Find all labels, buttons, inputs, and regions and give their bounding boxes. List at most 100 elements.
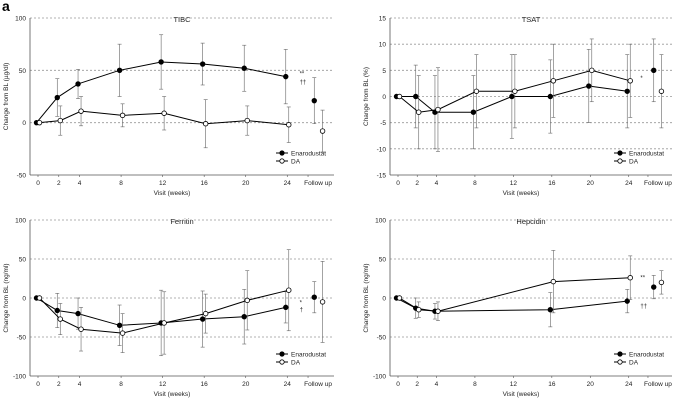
data-point [550,278,557,285]
y-tick-label: -50 [17,335,27,342]
data-point [78,108,84,114]
significance-mark: † [300,308,303,314]
data-point [589,67,595,74]
y-tick-label: 100 [15,16,26,23]
legend-marker [279,150,285,156]
x-tick-label: 16 [548,381,556,388]
data-point [161,320,167,326]
legend-marker [617,359,623,365]
x-tick-label: 12 [159,381,167,388]
data-point [413,93,419,100]
data-point [416,109,422,115]
x-axis-label: Visit (weeks) [503,190,540,197]
series-line [399,277,631,312]
followup-point [651,67,657,74]
y-tick-label: 10 [379,42,387,49]
x-tick-label: 8 [119,381,123,388]
x-tick-label: 20 [242,180,250,187]
legend-label: Enarodustat [629,351,664,358]
data-point [547,307,554,313]
series-da [36,249,326,355]
x-tick-label: 16 [201,180,209,187]
x-tick-label: 8 [473,180,477,187]
series-enarodustat [393,275,657,328]
series-line [39,289,289,334]
significance-mark: * [640,76,643,82]
x-tick-label: 2 [57,180,61,187]
data-point [512,88,518,94]
legend-label: DA [291,359,301,366]
x-axis-label: Visit (weeks) [154,391,191,398]
y-tick-label: 100 [15,218,26,225]
data-point [119,112,126,119]
followup-point [319,128,326,134]
significance-mark: †† [640,304,647,310]
data-point [202,310,209,317]
legend-label: Enarodustat [629,150,664,157]
y-tick-label: -100 [373,374,386,381]
data-point [116,322,123,328]
y-tick-label: 0 [22,296,26,303]
x-tick-label: 16 [201,381,209,388]
significance-mark: †† [300,80,307,86]
y-tick-label: 50 [19,257,27,264]
legend-marker [617,150,623,156]
x-tick-label: 4 [435,180,439,187]
significance-mark: * [300,301,303,307]
x-tick-label: 0 [36,180,40,187]
data-point [116,67,123,74]
x-tick-label: 20 [587,381,595,388]
data-point [119,330,126,336]
legend-marker [279,359,285,365]
series-line [399,69,631,113]
x-tick-label: 0 [396,381,400,388]
x-tick-label: 16 [548,180,556,187]
series-da [396,250,665,321]
y-axis-label: Change from BL (ng/ml) [363,263,370,332]
data-point [54,307,60,314]
chart-title: Hepcidin [516,217,545,226]
data-point [396,93,403,100]
series-enarodustat [33,34,317,126]
followup-point [311,294,317,300]
y-axis-label: Change from BL (ng/ml) [3,263,10,332]
legend-marker [279,351,285,357]
followup-point [651,284,657,290]
x-tick-label: Follow up [304,381,332,388]
y-tick-label: -10 [377,146,387,153]
x-tick-label: 4 [435,381,439,388]
data-point [624,298,630,304]
y-tick-label: 5 [382,68,386,75]
y-tick-label: 50 [379,257,387,264]
x-tick-label: Follow up [644,180,672,187]
legend-marker [617,351,623,357]
legend-label: Enarodustat [291,150,326,157]
legend-label: Enarodustat [291,351,326,358]
y-tick-label: 0 [382,94,386,101]
data-point [54,94,60,101]
data-point [283,304,289,311]
y-tick-label: -50 [17,173,27,180]
x-tick-label: 20 [242,381,250,388]
data-point [435,106,441,113]
series-enarodustat [393,38,657,150]
legend-label: DA [629,359,639,366]
x-tick-label: 12 [510,381,518,388]
data-point [550,78,557,84]
x-tick-label: Follow up [644,381,672,388]
y-tick-label: 15 [379,16,387,23]
legend-label: DA [291,158,301,165]
data-point [75,81,81,87]
chart-title: TIBC [173,15,191,24]
chart-title: TSAT [522,15,541,24]
followup-point [658,279,665,286]
data-point [283,73,289,80]
data-point [509,93,515,100]
x-tick-label: 2 [57,381,61,388]
series-line [36,61,286,123]
data-point [36,295,43,301]
y-axis-label: Change from BL (µg/dl) [3,63,10,130]
x-tick-label: 0 [396,180,400,187]
